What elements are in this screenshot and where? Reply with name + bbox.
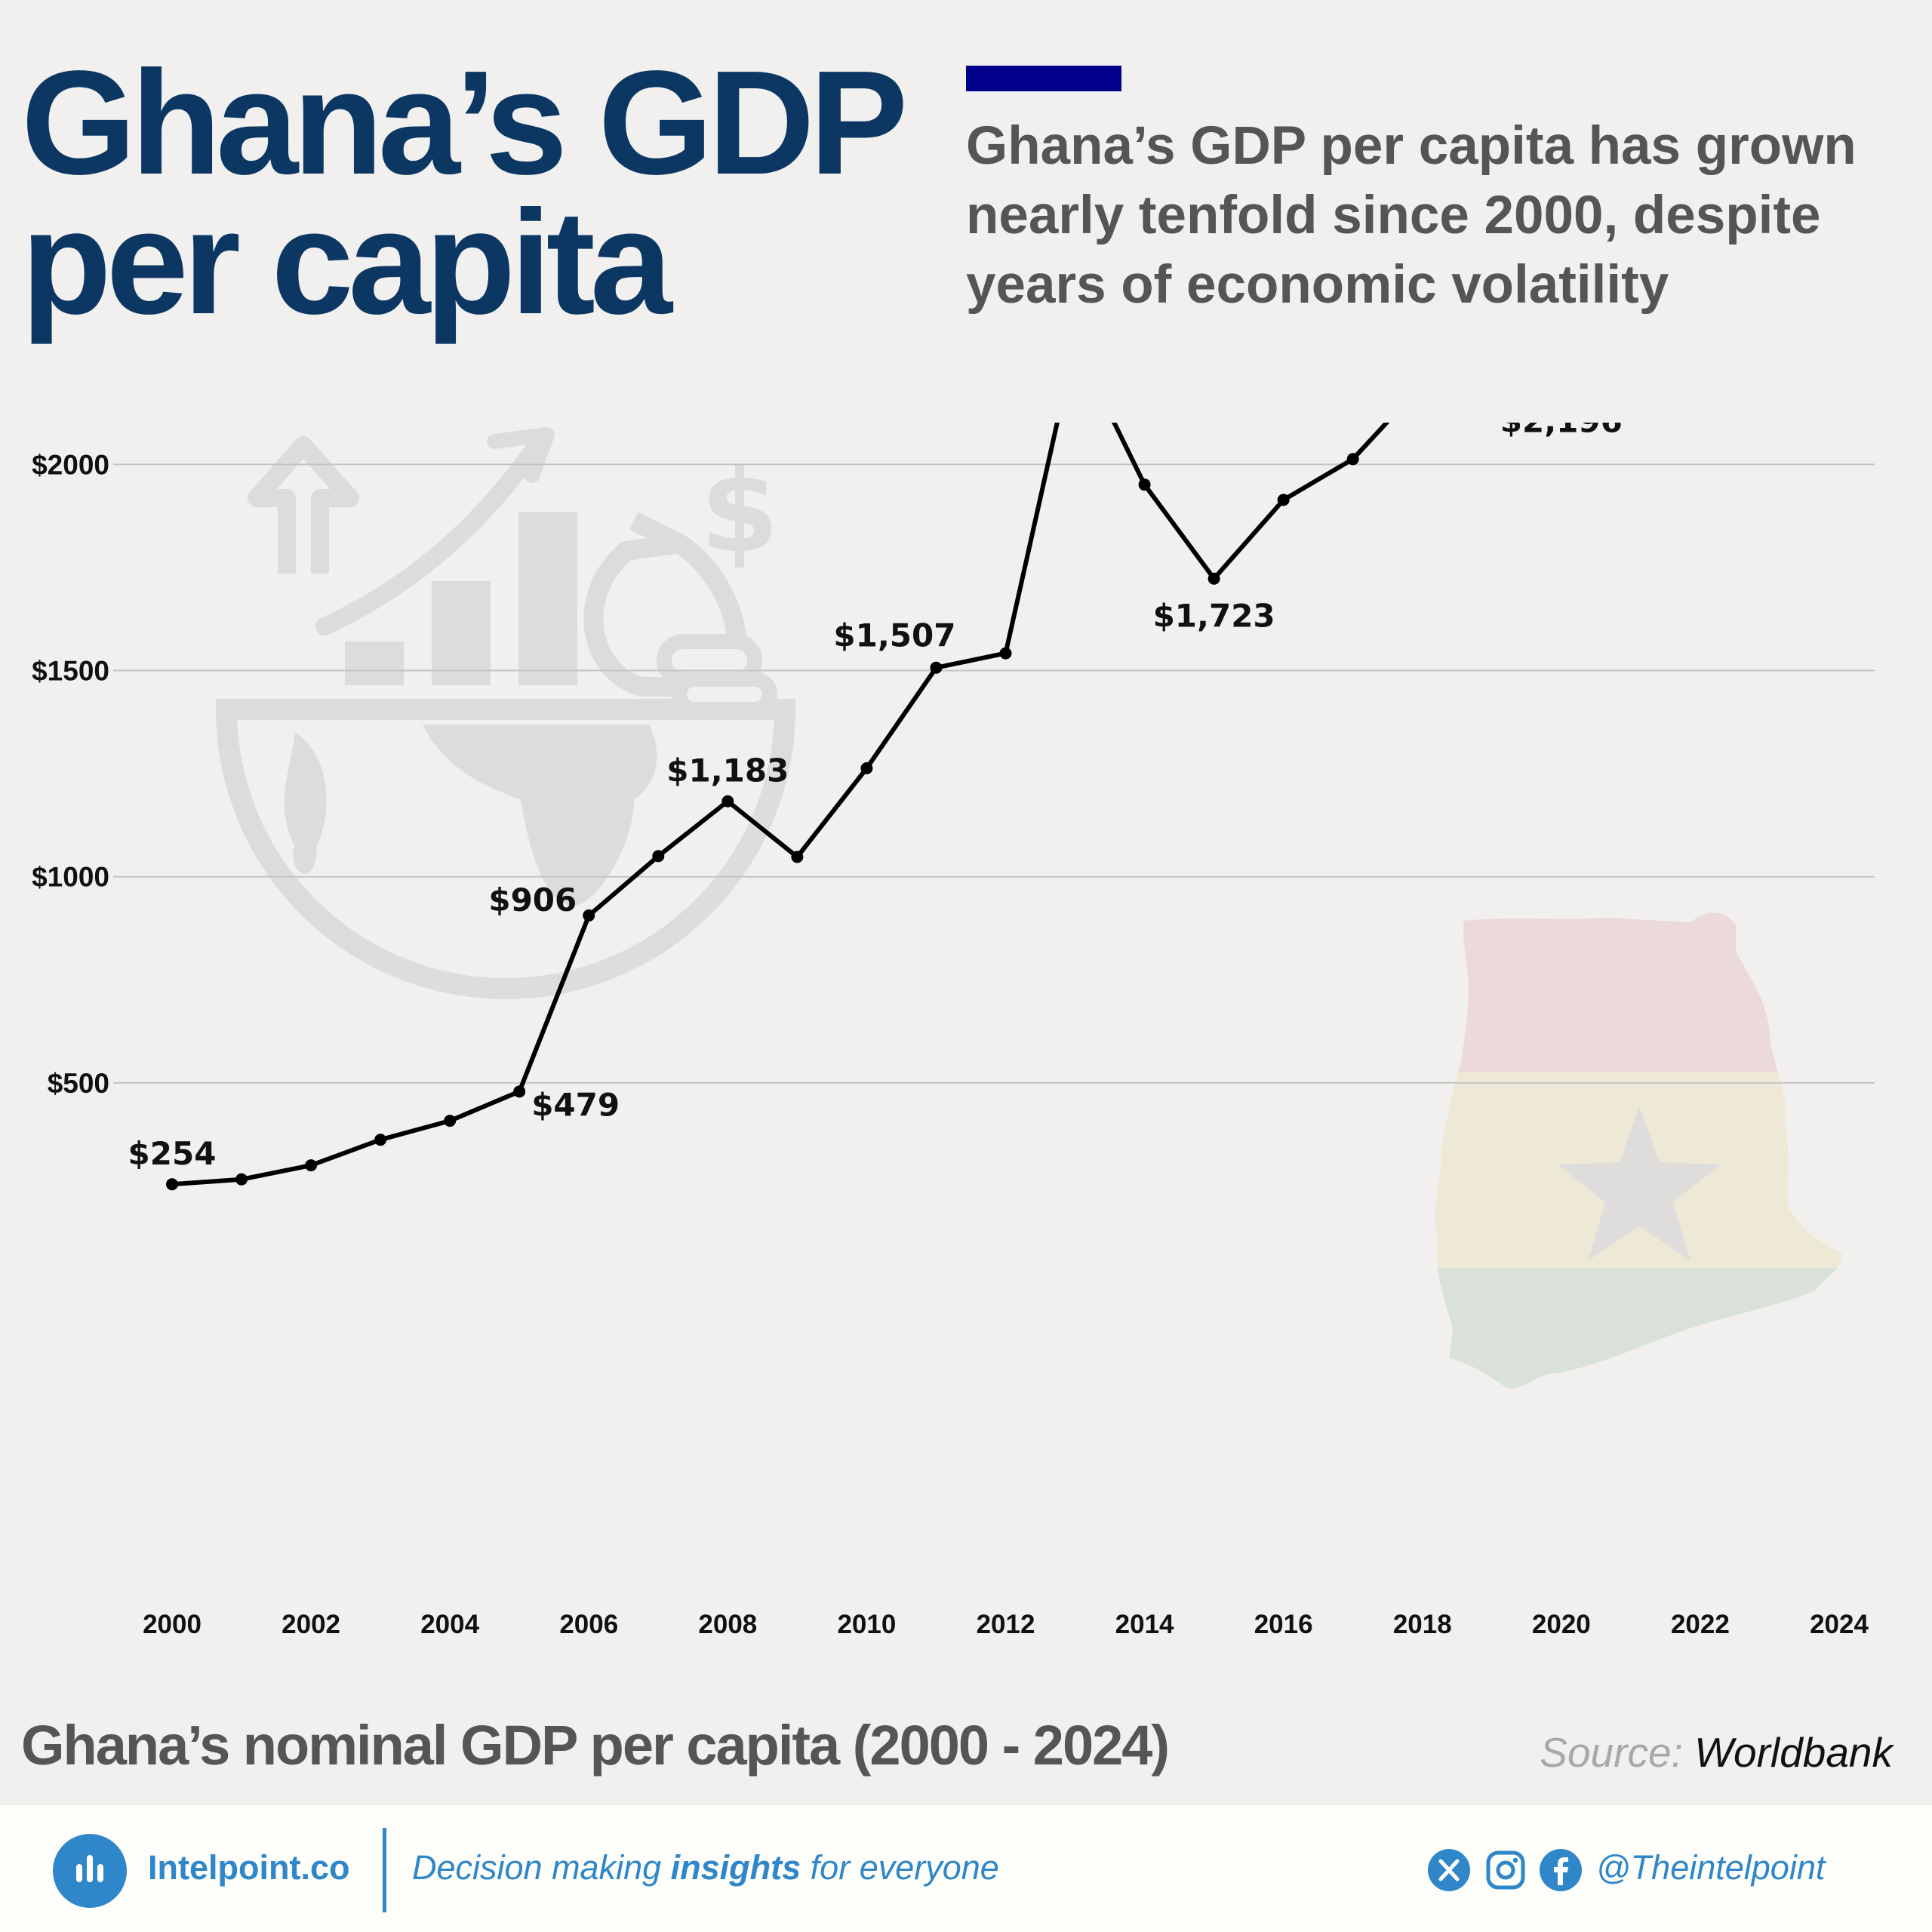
x-tick-label: 2004 bbox=[420, 1610, 479, 1639]
data-point bbox=[860, 762, 873, 775]
data-label: $2,196 bbox=[1500, 423, 1623, 439]
tagline-post: for everyone bbox=[801, 1848, 999, 1887]
x-tick-label: 2022 bbox=[1671, 1610, 1730, 1639]
x-tick-label: 2024 bbox=[1810, 1610, 1869, 1639]
data-point bbox=[235, 1173, 248, 1186]
data-labels: $254$479$906$1,183$1,507$2,295$1,723$2,1… bbox=[128, 423, 1623, 1172]
y-tick-label: $500 bbox=[48, 1068, 109, 1099]
subtitle: Ghana’s GDP per capita has grown nearly … bbox=[966, 116, 1857, 315]
tagline-bold: insights bbox=[670, 1848, 801, 1887]
data-point bbox=[374, 1134, 387, 1146]
x-tick-label: 2002 bbox=[281, 1610, 340, 1639]
source-label: Source: bbox=[1540, 1729, 1683, 1776]
title-line-1: Ghana’s GDP bbox=[21, 40, 908, 205]
gdp-line-chart: $ $500$1000$1500$2000$2500 2000200220042… bbox=[32, 423, 1875, 1639]
intelpoint-logo-icon[interactable] bbox=[53, 1834, 127, 1908]
x-icon[interactable] bbox=[1428, 1849, 1470, 1891]
data-point bbox=[1208, 572, 1220, 585]
data-point bbox=[721, 795, 734, 808]
data-label: $254 bbox=[128, 1135, 217, 1172]
ghana-flag-map bbox=[1435, 912, 1842, 1389]
data-point bbox=[1277, 494, 1290, 506]
data-point bbox=[166, 1178, 178, 1191]
data-label: $1,507 bbox=[833, 617, 955, 654]
x-tick-label: 2012 bbox=[977, 1610, 1035, 1639]
source-value: Worldbank bbox=[1694, 1729, 1893, 1776]
accent-bar bbox=[966, 66, 1121, 91]
page-title: Ghana’s GDP per capita bbox=[21, 40, 927, 345]
social-handle[interactable]: @Theintelpoint bbox=[1596, 1848, 1826, 1887]
x-tick-label: 2010 bbox=[837, 1610, 896, 1639]
title-line-2: per capita bbox=[21, 180, 672, 345]
data-label: $1,183 bbox=[666, 752, 789, 789]
y-tick-label: $1500 bbox=[32, 656, 109, 687]
x-tick-label: 2018 bbox=[1393, 1610, 1452, 1639]
x-tick-label: 2014 bbox=[1115, 1610, 1174, 1639]
source-note: Source: Worldbank bbox=[1540, 1728, 1893, 1777]
x-axis: 2000 2002 2004 2006 2008 2010 2012 2014 2016 2018… bbox=[143, 1610, 1869, 1639]
data-point bbox=[513, 1085, 526, 1098]
globe-growth-icon: $ bbox=[215, 427, 796, 999]
data-point bbox=[444, 1115, 457, 1128]
tagline: Decision making insights for everyone bbox=[412, 1848, 999, 1887]
footer: Intelpoint.co Decision making insights f… bbox=[0, 1805, 1932, 1932]
data-point bbox=[305, 1159, 318, 1172]
data-point bbox=[791, 851, 804, 863]
data-label: $906 bbox=[488, 881, 577, 918]
instagram-icon[interactable] bbox=[1484, 1849, 1527, 1891]
y-tick-label: $2000 bbox=[32, 449, 109, 480]
x-tick-label: 2006 bbox=[559, 1610, 618, 1639]
x-tick-label: 2000 bbox=[143, 1610, 202, 1639]
x-tick-label: 2016 bbox=[1254, 1610, 1313, 1639]
data-point bbox=[1346, 453, 1359, 466]
facebook-icon[interactable] bbox=[1540, 1849, 1582, 1891]
data-point bbox=[930, 661, 943, 674]
data-label: $479 bbox=[531, 1086, 620, 1123]
grid-lines bbox=[113, 463, 1875, 1084]
x-tick-label: 2008 bbox=[698, 1610, 757, 1639]
series-line bbox=[166, 423, 1390, 1191]
data-point bbox=[583, 909, 595, 922]
y-axis: $500$1000$1500$2000$2500 bbox=[32, 449, 109, 1099]
data-label: $1,723 bbox=[1153, 598, 1275, 635]
data-point bbox=[1138, 478, 1151, 491]
chart-caption: Ghana’s nominal GDP per capita (2000 - 2… bbox=[21, 1714, 1170, 1777]
data-point bbox=[999, 647, 1012, 660]
x-tick-label: 2020 bbox=[1532, 1610, 1591, 1639]
data-point bbox=[652, 850, 665, 863]
tagline-pre: Decision making bbox=[412, 1848, 671, 1887]
svg-text:$: $ bbox=[700, 447, 779, 578]
y-tick-label: $1000 bbox=[32, 862, 109, 893]
footer-divider bbox=[383, 1828, 386, 1912]
brand-link[interactable]: Intelpoint.co bbox=[148, 1848, 350, 1887]
